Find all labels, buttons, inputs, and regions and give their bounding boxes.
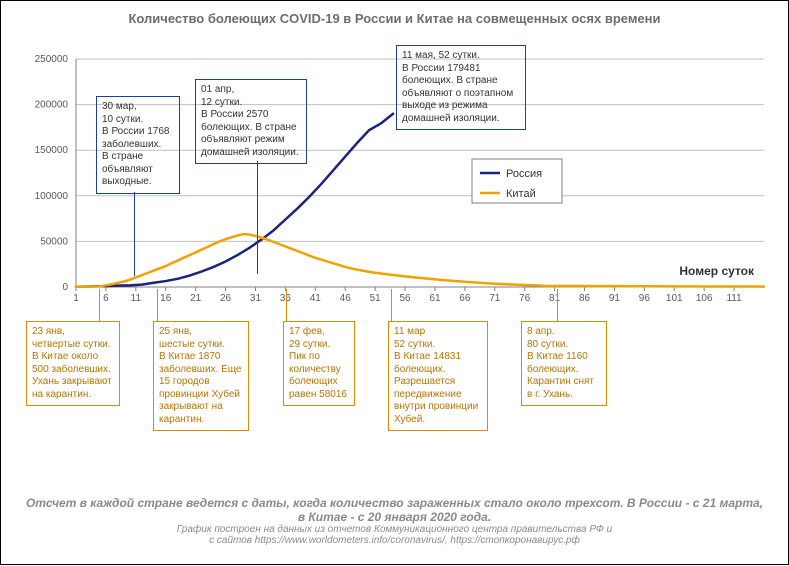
annotation-o3: 17 фев, 29 сутки. Пик по количеству боле… <box>283 321 355 406</box>
svg-text:46: 46 <box>340 293 352 304</box>
annotation-o5: 8 апр. 80 сутки. В Китае 1160 болеющих. … <box>521 321 607 406</box>
svg-text:Китай: Китай <box>506 188 536 200</box>
svg-text:106: 106 <box>696 293 713 304</box>
annotation-b3: 11 мая, 52 сутки. В России 179481 болеющ… <box>396 45 526 130</box>
svg-text:96: 96 <box>639 293 651 304</box>
svg-text:21: 21 <box>190 293 202 304</box>
svg-text:0: 0 <box>62 282 68 293</box>
footnote-line-3: с сайтов https://www.worldometers.info/c… <box>21 535 768 546</box>
annotation-o4: 11 мар 52 сутки. В Китае 14831 болеющих.… <box>388 321 488 431</box>
line-chart: 0500001000001500002000002500001611162126… <box>1 1 789 566</box>
annotation-leader-o5 <box>557 289 558 321</box>
svg-text:76: 76 <box>519 293 531 304</box>
svg-text:91: 91 <box>609 293 621 304</box>
svg-text:51: 51 <box>370 293 382 304</box>
svg-text:250000: 250000 <box>35 54 69 65</box>
svg-text:Номер суток: Номер суток <box>679 264 755 278</box>
figure-frame: Количество болеющих COVID-19 в России и … <box>0 0 789 565</box>
svg-text:66: 66 <box>459 293 471 304</box>
svg-text:101: 101 <box>666 293 683 304</box>
svg-text:31: 31 <box>250 293 262 304</box>
svg-text:56: 56 <box>399 293 411 304</box>
svg-text:16: 16 <box>160 293 172 304</box>
svg-text:81: 81 <box>549 293 561 304</box>
svg-text:61: 61 <box>429 293 441 304</box>
svg-text:6: 6 <box>103 293 109 304</box>
svg-text:50000: 50000 <box>40 236 68 247</box>
svg-text:1: 1 <box>73 293 79 304</box>
svg-text:26: 26 <box>220 293 232 304</box>
footnote-line-2: График построен на данных из отчетов Ком… <box>21 524 768 535</box>
annotation-o2: 25 янв, шестые сутки. В Китае 1870 забол… <box>153 321 249 431</box>
svg-text:Россия: Россия <box>506 168 542 180</box>
svg-text:71: 71 <box>489 293 501 304</box>
svg-text:200000: 200000 <box>35 100 69 111</box>
svg-text:86: 86 <box>579 293 591 304</box>
footnote-line-1: Отсчет в каждой стране ведется с даты, к… <box>21 496 768 524</box>
annotation-leader-o3 <box>286 289 287 321</box>
annotation-leader-o1 <box>99 289 100 321</box>
svg-text:150000: 150000 <box>35 145 69 156</box>
svg-text:41: 41 <box>310 293 322 304</box>
svg-text:100000: 100000 <box>35 191 69 202</box>
annotation-leader-b1 <box>134 192 135 276</box>
annotation-b2: 01 апр, 12 сутки. В России 2570 болеющих… <box>195 79 307 164</box>
annotation-leader-b2 <box>257 161 258 274</box>
annotation-leader-o2 <box>157 289 158 321</box>
svg-text:11: 11 <box>131 293 142 304</box>
annotation-leader-o4 <box>391 289 392 321</box>
annotation-o1: 23 янв, четвертые сутки. В Китае около 5… <box>26 321 120 406</box>
annotation-b1: 30 мар, 10 сутки. В России 1768 заболевш… <box>96 96 180 194</box>
footnote: Отсчет в каждой стране ведется с даты, к… <box>21 496 768 546</box>
svg-text:111: 111 <box>726 293 742 304</box>
